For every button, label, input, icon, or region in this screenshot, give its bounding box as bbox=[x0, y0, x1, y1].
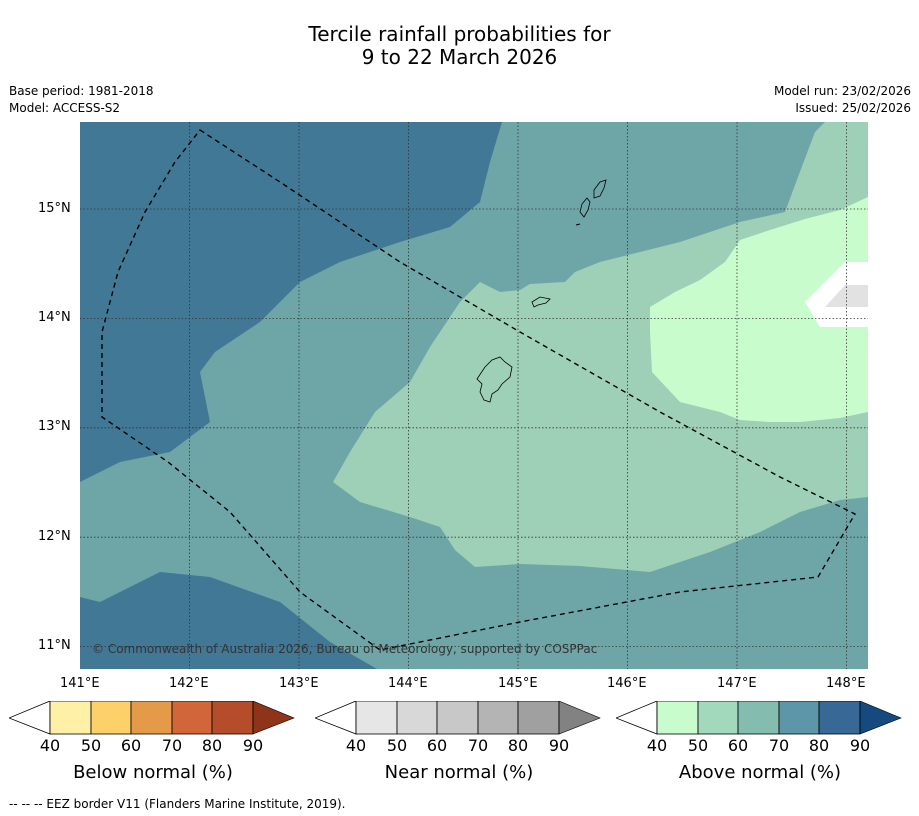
island-guam bbox=[476, 356, 513, 403]
colorbar-tick: 70 bbox=[161, 736, 183, 755]
colorbar-below-normal-label: Below normal (%) bbox=[73, 762, 233, 783]
colorbar-tick: 60 bbox=[120, 736, 142, 755]
lon-label-147: 147°E bbox=[717, 676, 757, 691]
eez-border-line bbox=[101, 129, 856, 651]
model-text: Model: ACCESS-S2 bbox=[9, 101, 121, 115]
map-region-above-60 bbox=[333, 122, 868, 572]
copyright-text: © Commonwealth of Australia 2026, Bureau… bbox=[92, 642, 597, 656]
lon-label-143: 143°E bbox=[279, 676, 319, 691]
colorbar-near-normal-label: Near normal (%) bbox=[384, 762, 534, 783]
lon-label-144: 144°E bbox=[388, 676, 428, 691]
lon-label-146: 146°E bbox=[607, 676, 647, 691]
issued-text: Issued: 25/02/2026 bbox=[795, 101, 911, 115]
lon-label-148: 148°E bbox=[826, 676, 866, 691]
model-run-text: Model run: 23/02/2026 bbox=[773, 84, 911, 98]
map-region-above-50 bbox=[650, 197, 868, 422]
colorbar-swatch bbox=[49, 701, 92, 735]
colorbar-tick: 60 bbox=[426, 736, 448, 755]
colorbar-tick: 70 bbox=[768, 736, 790, 755]
colorbar-tick: 50 bbox=[80, 736, 102, 755]
colorbar-swatch bbox=[355, 701, 398, 735]
map-region-near-50 bbox=[825, 285, 868, 307]
forecast-map: © Commonwealth of Australia 2026, Bureau… bbox=[80, 122, 868, 669]
colorbar-above-normal-swatches bbox=[616, 701, 902, 735]
colorbar-tick: 50 bbox=[687, 736, 709, 755]
colorbar-tick: 90 bbox=[242, 736, 264, 755]
colorbar-near-lower-arrow bbox=[315, 701, 357, 735]
colorbar-above-upper-arrow bbox=[859, 701, 902, 735]
colorbar-tick: 90 bbox=[849, 736, 871, 755]
colorbar-near-normal-swatches bbox=[315, 701, 601, 735]
island-saipan bbox=[593, 179, 607, 199]
lat-label-15: 15°N bbox=[38, 201, 71, 216]
colorbar-swatch bbox=[517, 701, 560, 735]
colorbar-near-upper-arrow bbox=[558, 701, 601, 735]
colorbar-below-normal: 40 50 60 70 80 90 Below normal (%) bbox=[9, 701, 297, 791]
colorbar-swatch bbox=[211, 701, 254, 735]
colorbar-near-normal: 40 50 60 70 80 90 Near normal (%) bbox=[315, 701, 603, 791]
colorbar-swatch bbox=[697, 701, 739, 735]
lon-label-141: 141°E bbox=[60, 676, 100, 691]
lat-label-13: 13°N bbox=[38, 419, 71, 434]
colorbar-swatch bbox=[737, 701, 780, 735]
colorbar-swatch bbox=[818, 701, 861, 735]
colorbar-swatch bbox=[436, 701, 479, 735]
colorbar-below-lower-arrow bbox=[9, 701, 51, 735]
lat-label-11: 11°N bbox=[38, 638, 71, 653]
graticule bbox=[80, 122, 868, 669]
colorbar-tick: 60 bbox=[727, 736, 749, 755]
colorbar-swatch bbox=[477, 701, 519, 735]
colorbar-swatch bbox=[130, 701, 173, 735]
colorbar-swatch bbox=[171, 701, 213, 735]
lat-label-12: 12°N bbox=[38, 529, 71, 544]
colorbar-below-upper-arrow bbox=[252, 701, 295, 735]
base-period-text: Base period: 1981-2018 bbox=[9, 84, 154, 98]
colorbar-tick: 80 bbox=[507, 736, 529, 755]
lat-label-14: 14°N bbox=[38, 310, 71, 325]
colorbar-below-normal-swatches bbox=[9, 701, 295, 735]
colorbar-above-lower-arrow bbox=[616, 701, 658, 735]
map-title-line1: Tercile rainfall probabilities for bbox=[308, 22, 611, 46]
colorbar-tick: 70 bbox=[467, 736, 489, 755]
colorbar-swatch bbox=[396, 701, 438, 735]
map-title-line2: 9 to 22 March 2026 bbox=[361, 45, 558, 69]
colorbar-tick: 40 bbox=[345, 736, 367, 755]
colorbar-above-normal-label: Above normal (%) bbox=[678, 762, 842, 783]
colorbar-tick: 80 bbox=[808, 736, 830, 755]
colorbar-swatch bbox=[656, 701, 699, 735]
colorbar-tick: 40 bbox=[39, 736, 61, 755]
lon-label-145: 145°E bbox=[498, 676, 538, 691]
island-tinian bbox=[579, 197, 591, 218]
island-rota bbox=[531, 296, 551, 308]
colorbar-swatch bbox=[778, 701, 820, 735]
island-aguijan bbox=[575, 223, 581, 226]
eez-legend-text: -- -- -- EEZ border V11 (Flanders Marine… bbox=[9, 797, 346, 811]
colorbar-tick: 90 bbox=[548, 736, 570, 755]
lon-label-142: 142°E bbox=[169, 676, 209, 691]
colorbar-swatch bbox=[90, 701, 132, 735]
colorbar-tick: 40 bbox=[646, 736, 668, 755]
colorbar-tick: 80 bbox=[201, 736, 223, 755]
colorbar-above-normal: 40 50 60 70 80 90 Above normal (%) bbox=[616, 701, 904, 791]
colorbar-tick: 50 bbox=[386, 736, 408, 755]
